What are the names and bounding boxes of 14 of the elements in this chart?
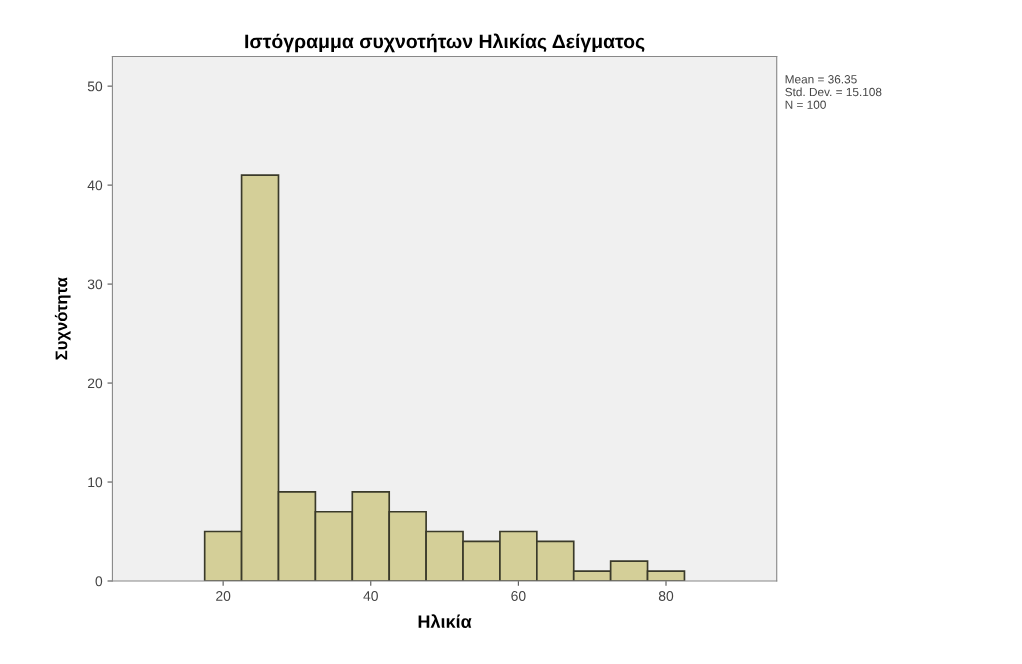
y-axis-title: Συχνότητα [54,277,71,360]
y-tick-label: 30 [87,279,103,290]
y-tick-label: 0 [95,576,103,587]
x-tick-label: 80 [658,591,674,601]
x-tick-label: 60 [511,591,526,601]
x-tick-label: 40 [363,591,378,601]
y-tick-label: 50 [87,81,103,92]
y-tick-label: 10 [88,477,103,488]
x-tick-label: 20 [216,591,231,601]
text: Mean = 36.35 Std. Dev. = 15.108 N = 100 [785,75,882,109]
chart-title: Ιστόγραμμα συχνοτήτων Ηλικίας Δείγματος [245,33,645,53]
y-tick-label: 40 [87,180,103,191]
x-axis-title: Ηλικία [418,614,472,629]
y-tick-label: 20 [87,378,103,389]
